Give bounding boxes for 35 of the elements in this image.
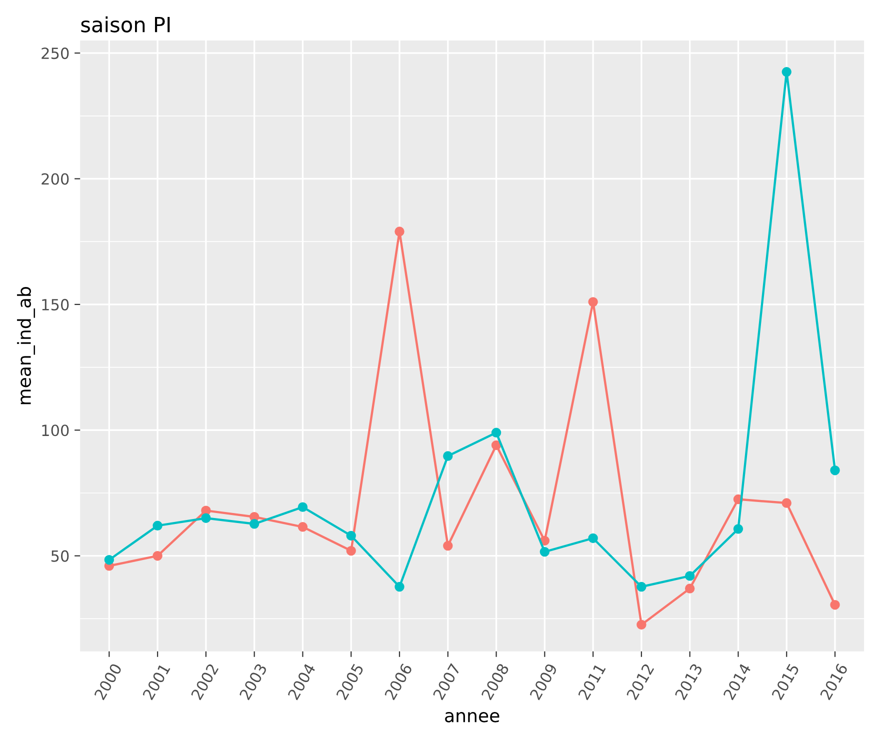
point (588, 533, 598, 544)
y-tick-label: 150 (42, 298, 69, 310)
y-axis-title: mean_ind_ab (17, 287, 35, 404)
chart-title: saison PI (81, 16, 170, 32)
point (491, 440, 502, 450)
point (394, 226, 404, 236)
point (782, 67, 792, 77)
point (782, 498, 792, 508)
y-tick-label: 100 (42, 424, 69, 436)
point (733, 524, 744, 534)
y-tick-label: 200 (42, 173, 69, 185)
point (298, 502, 308, 512)
point (346, 530, 356, 541)
point (249, 519, 260, 529)
point (684, 571, 695, 581)
point (152, 520, 162, 531)
point (540, 546, 550, 557)
point (636, 582, 646, 592)
point (346, 546, 356, 556)
point (394, 582, 404, 592)
point (104, 554, 114, 565)
point (201, 513, 211, 523)
point (588, 297, 598, 307)
point (443, 540, 453, 551)
y-tick-label: 50 (51, 550, 69, 562)
point (636, 620, 646, 630)
point (443, 451, 453, 461)
point (830, 600, 840, 610)
point (152, 550, 162, 561)
point (684, 584, 695, 594)
point (491, 428, 502, 438)
x-axis-title: annee (445, 712, 500, 722)
point (830, 465, 840, 476)
point (298, 522, 308, 532)
y-tick-label: 250 (42, 48, 69, 60)
